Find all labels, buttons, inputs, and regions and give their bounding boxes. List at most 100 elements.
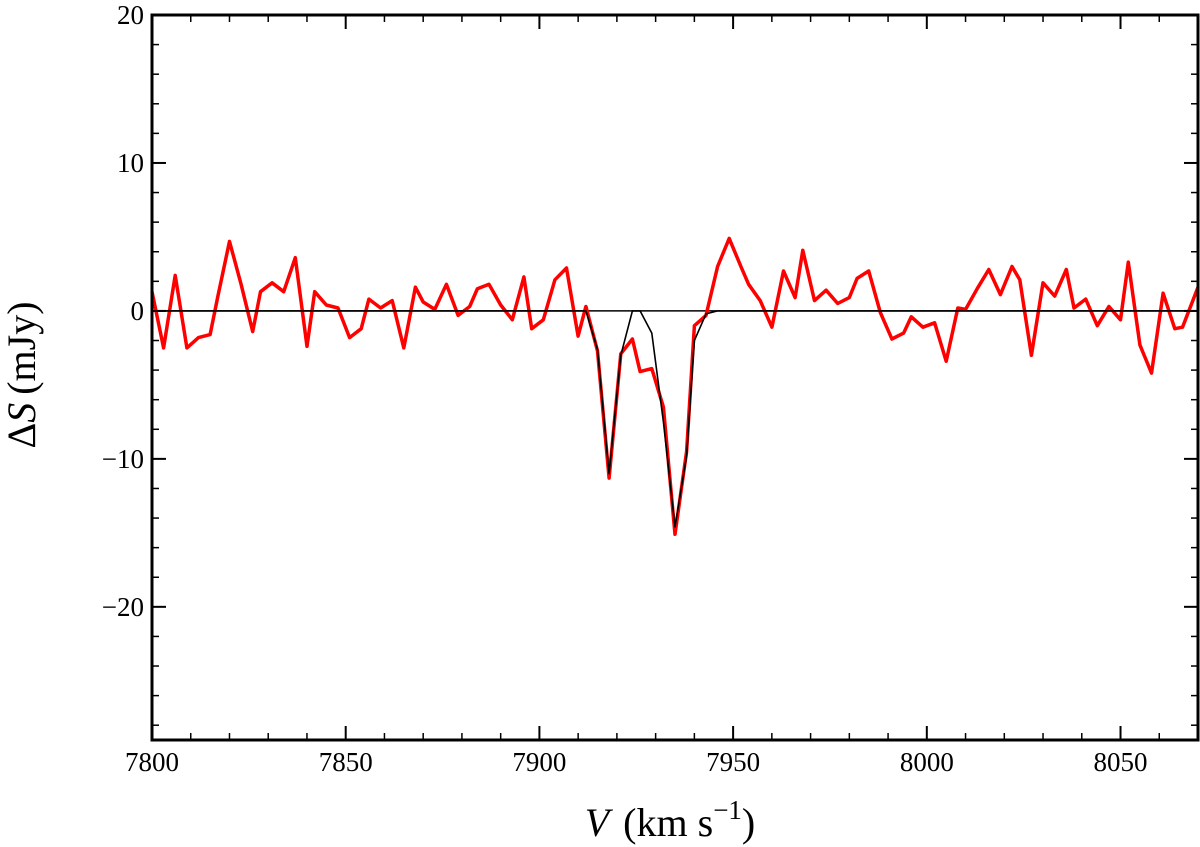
- model-point: [717, 310, 719, 312]
- data-point: [554, 279, 556, 281]
- model-point: [686, 455, 688, 457]
- data-point: [209, 333, 211, 336]
- x-tick-label: 8050: [1094, 747, 1148, 777]
- data-point: [476, 288, 479, 290]
- data-point: [728, 237, 730, 240]
- y-axis-title-variable: S: [0, 403, 44, 423]
- data-point: [1181, 326, 1184, 328]
- data-point: [1085, 298, 1087, 300]
- data-point: [337, 307, 339, 309]
- data-point: [1119, 319, 1122, 321]
- data-point: [717, 265, 719, 268]
- data-point: [1065, 268, 1067, 271]
- y-tick-label: 20: [117, 0, 144, 30]
- data-point: [283, 291, 285, 293]
- x-axis-title-unit: km s: [637, 800, 714, 845]
- x-axis-title-exponent: −1: [713, 795, 742, 825]
- data-point: [469, 305, 471, 308]
- x-tick-label: 8000: [900, 747, 954, 777]
- data-point: [500, 304, 502, 306]
- data-point: [217, 295, 219, 297]
- data-point: [759, 299, 761, 302]
- model-point: [693, 339, 695, 342]
- data-point: [1054, 295, 1056, 297]
- x-axis-title-unit-open: (: [623, 800, 636, 845]
- ticks-layer: −20 −10 0 10 20 7800 7850 7900 7950 8000 8050: [102, 0, 1198, 777]
- model-point: [585, 310, 587, 312]
- data-point: [259, 291, 262, 293]
- x-axis-title-variable: V: [585, 800, 614, 845]
- data-point: [306, 345, 308, 348]
- data-point: [240, 283, 242, 285]
- data-point: [1127, 261, 1129, 263]
- data-point: [802, 249, 804, 251]
- data-point: [542, 319, 544, 321]
- data-point: [1108, 305, 1110, 308]
- data-point: [488, 283, 490, 285]
- model-point: [608, 473, 610, 475]
- data-point: [957, 307, 959, 309]
- data-point: [651, 368, 653, 370]
- data-point: [1042, 282, 1044, 284]
- data-point: [1139, 344, 1141, 346]
- x-tick-label: 7950: [706, 747, 760, 777]
- data-point: [1011, 265, 1013, 268]
- data-point: [523, 276, 525, 278]
- x-tick-label: 7900: [512, 747, 566, 777]
- x-axis-title: V (km s−1): [585, 795, 756, 845]
- data-point: [1174, 328, 1176, 330]
- data-point: [391, 299, 393, 302]
- data-point: [976, 288, 978, 290]
- model-point: [620, 354, 622, 356]
- data-point: [945, 360, 947, 362]
- y-axis-title-unit: (mJy): [0, 301, 44, 394]
- y-axis-title: ΔS (mJy): [0, 301, 44, 448]
- data-point: [631, 338, 633, 340]
- data-point: [414, 286, 417, 288]
- data-point: [379, 307, 382, 309]
- data-point: [577, 335, 579, 337]
- data-point: [252, 331, 254, 333]
- model-point: [631, 310, 633, 312]
- data-point: [294, 257, 296, 259]
- data-point: [1073, 307, 1075, 309]
- data-point: [314, 291, 316, 293]
- data-point: [662, 406, 664, 408]
- data-point: [740, 265, 742, 268]
- x-tick-label: 7800: [125, 747, 179, 777]
- x-tick-label: 7850: [319, 747, 373, 777]
- data-point: [910, 316, 912, 318]
- data-point: [403, 347, 405, 349]
- data-point: [1150, 372, 1153, 374]
- y-tick-label: −10: [102, 444, 144, 474]
- model-point: [639, 310, 641, 312]
- data-point: [531, 328, 533, 330]
- data-point: [325, 304, 327, 306]
- data-point: [565, 267, 568, 269]
- data-point: [511, 319, 513, 321]
- data-point: [1019, 279, 1021, 281]
- data-point: [163, 347, 165, 349]
- data-point: [693, 325, 695, 327]
- data-point: [674, 533, 676, 535]
- y-tick-label: 10: [117, 148, 144, 178]
- data-point: [174, 274, 176, 277]
- data-point: [988, 268, 990, 271]
- model-point: [596, 348, 599, 350]
- data-point: [868, 270, 870, 272]
- data-point: [197, 336, 200, 339]
- data-point: [964, 308, 967, 311]
- data-point: [794, 297, 796, 299]
- data-point: [186, 347, 188, 349]
- model-point: [674, 526, 676, 528]
- data-point: [825, 289, 827, 291]
- data-point: [368, 298, 370, 300]
- data-point: [848, 297, 850, 299]
- data-point: [933, 322, 936, 324]
- x-axis-title-unit-close: ): [742, 800, 755, 845]
- data-point: [813, 299, 816, 302]
- data-point: [891, 338, 893, 340]
- y-tick-label: 0: [131, 296, 145, 326]
- data-point: [360, 328, 362, 330]
